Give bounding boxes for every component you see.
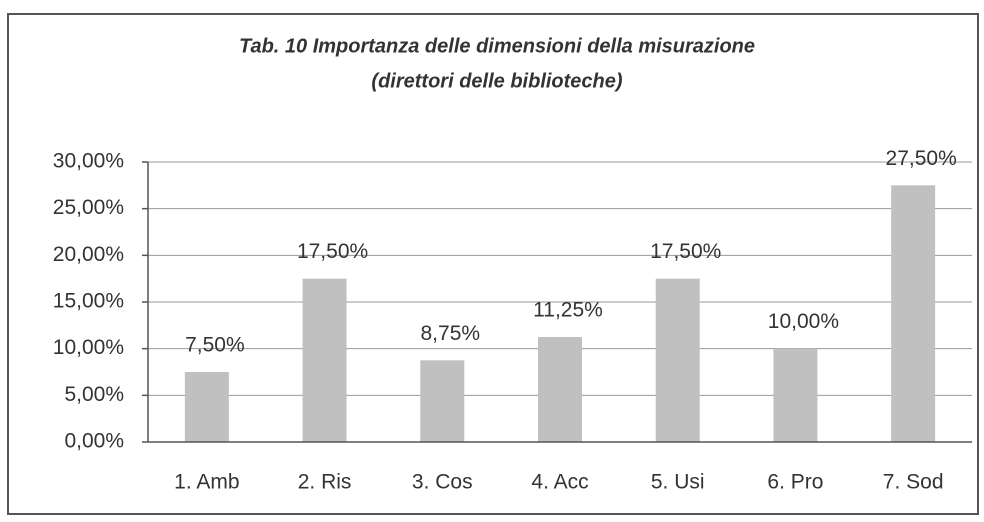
data-label: 17,50% [650,240,721,263]
chart-title: (direttori delle biblioteche) [371,70,622,92]
y-tick-label: 25,00% [53,196,124,219]
y-tick-label: 20,00% [53,243,124,266]
y-tick-label: 15,00% [53,290,124,313]
bar [538,337,582,442]
data-label: 10,00% [768,310,839,333]
data-label: 7,50% [185,334,245,357]
data-label: 11,25% [533,299,603,322]
bar [184,372,229,442]
data-label: 17,50% [297,240,368,263]
x-tick-label: 1. Amb [174,471,239,494]
x-tick-label: 5. Usi [651,471,705,494]
chart-title: Tab. 10 Importanza delle dimensioni dell… [239,35,755,57]
x-tick-label: 3. Cos [412,471,473,494]
chart-border [7,13,979,515]
data-label: 8,75% [421,322,481,345]
bar [773,348,818,442]
bar [891,185,936,443]
bar [655,278,700,442]
x-tick-label: 2. Ris [298,471,352,494]
x-tick-label: 7. Sod [883,471,944,494]
x-tick-label: 6. Pro [767,471,823,494]
y-tick-label: 0,00% [64,430,124,453]
bar [420,360,465,442]
x-tick-label: 4. Acc [531,471,588,494]
y-tick-label: 10,00% [53,336,124,359]
bar [302,278,347,442]
y-tick-label: 30,00% [53,150,124,173]
y-tick-label: 5,00% [64,383,124,406]
data-label: 27,50% [886,147,957,170]
